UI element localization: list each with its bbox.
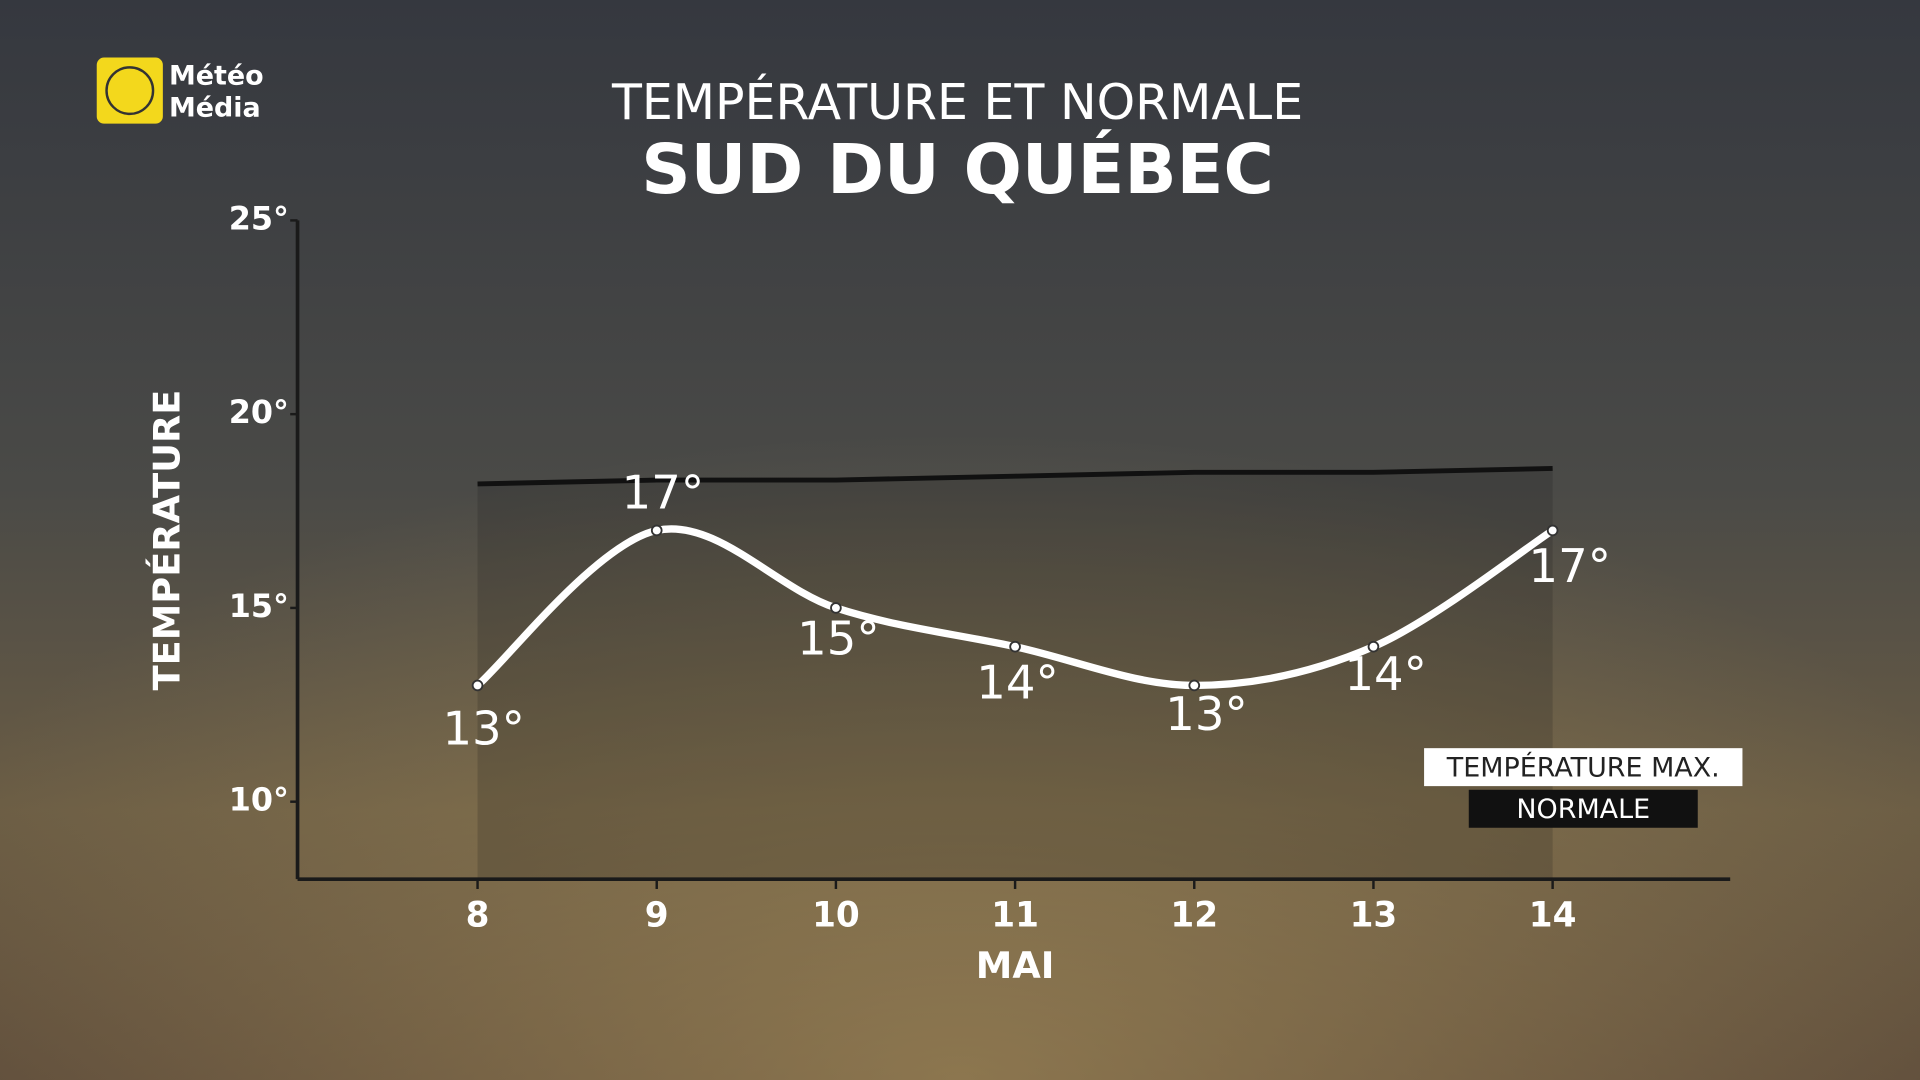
x-tick-label: 13 bbox=[1350, 896, 1398, 936]
legend-label: TEMPÉRATURE MAX. bbox=[1446, 751, 1720, 783]
legend-swatch bbox=[1424, 748, 1743, 787]
data-point bbox=[471, 679, 484, 692]
data-point bbox=[1546, 524, 1559, 537]
data-label: 17° bbox=[622, 466, 704, 520]
logo: Météo Média bbox=[96, 57, 264, 124]
x-tick-label: 10 bbox=[812, 896, 860, 936]
data-label: 13° bbox=[1165, 687, 1247, 741]
normal-shade bbox=[477, 468, 1553, 880]
logo-text: Météo bbox=[169, 61, 264, 92]
data-label: 14° bbox=[1344, 647, 1426, 701]
x-tick-label: 14 bbox=[1529, 896, 1577, 936]
data-point bbox=[1188, 679, 1201, 692]
legend-label: NORMALE bbox=[1516, 794, 1650, 825]
y-tick-label: 15° bbox=[229, 587, 289, 625]
y-axis-label: TEMPÉRATURE bbox=[144, 390, 188, 691]
data-point bbox=[830, 602, 842, 614]
data-point bbox=[1367, 640, 1380, 653]
y-tick-label: 10° bbox=[229, 781, 289, 819]
x-tick-label: 11 bbox=[991, 896, 1039, 936]
x-tick-label: 8 bbox=[466, 896, 490, 936]
series-line bbox=[477, 465, 1553, 487]
y-tick-label: 25° bbox=[229, 199, 289, 237]
data-label: 14° bbox=[976, 655, 1058, 709]
data-label: 15° bbox=[797, 612, 879, 666]
logo-text: Média bbox=[169, 92, 261, 123]
x-tick-label: 9 bbox=[645, 896, 669, 936]
chart-title: TEMPÉRATURE ET NORMALE bbox=[611, 72, 1303, 131]
legend-swatch bbox=[1468, 789, 1698, 828]
logo-globe bbox=[105, 66, 155, 116]
chart-subtitle: SUD DU QUÉBEC bbox=[641, 128, 1274, 210]
x-axis-label: MAI bbox=[976, 944, 1055, 987]
data-point bbox=[650, 524, 663, 537]
data-label: 13° bbox=[442, 701, 524, 755]
data-label: 17° bbox=[1529, 539, 1611, 593]
data-point bbox=[1009, 640, 1021, 653]
x-tick-label: 12 bbox=[1170, 896, 1218, 936]
y-tick-label: 20° bbox=[229, 393, 289, 431]
